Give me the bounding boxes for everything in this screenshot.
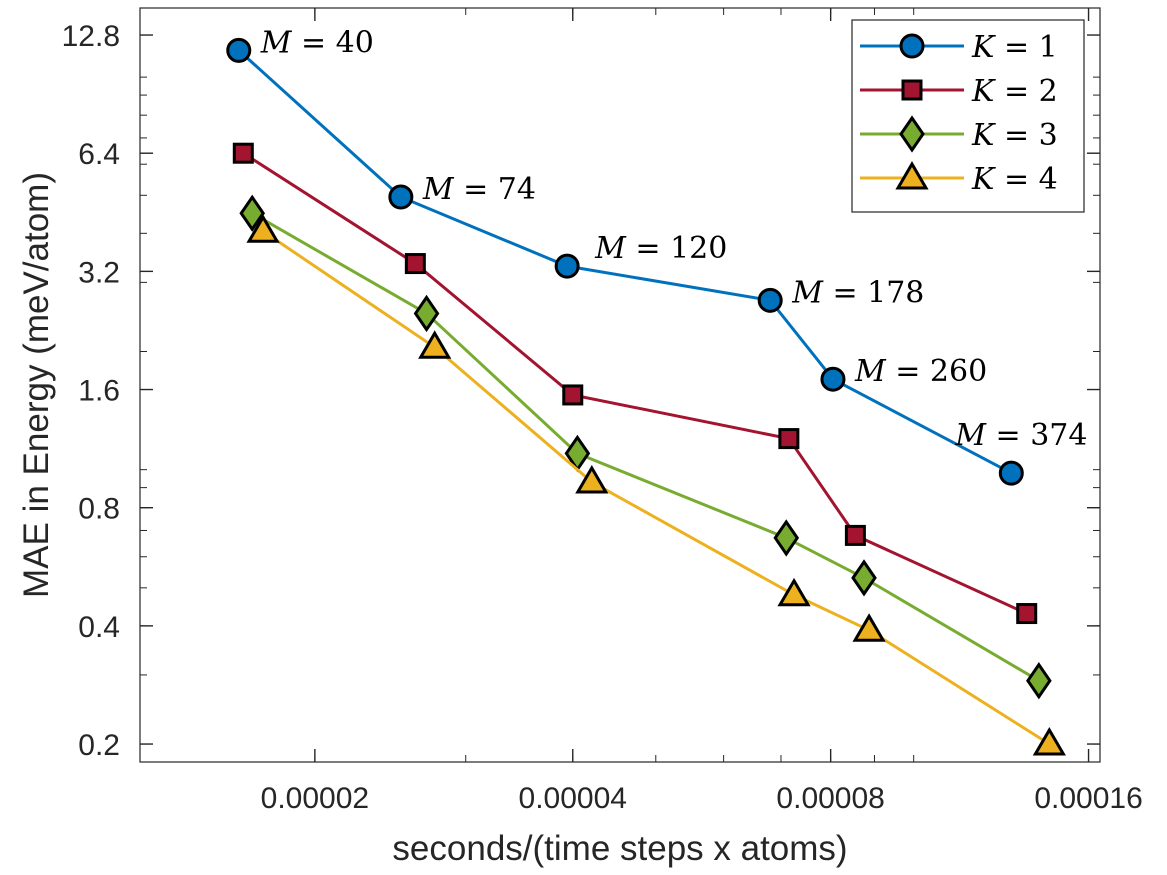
- data-point: [388, 184, 414, 210]
- data-point: [820, 366, 846, 392]
- legend-entry-k3: K = 3: [860, 115, 1058, 153]
- data-point: [413, 294, 440, 333]
- series-k4: [246, 214, 1066, 756]
- y-tick-label: 0.2: [78, 729, 120, 762]
- legend-marker: [899, 33, 925, 59]
- data-point: [1016, 603, 1038, 625]
- legend-marker: [901, 79, 923, 101]
- series-layer: [226, 37, 1066, 756]
- annotation-m-120: M = 120: [594, 231, 727, 266]
- annotation-m-74: M = 74: [422, 172, 536, 207]
- data-point: [246, 214, 280, 243]
- data-point: [404, 253, 426, 275]
- x-tick-label: 0.00016: [1034, 782, 1142, 815]
- annotation-m-40: M = 40: [260, 25, 374, 60]
- y-tick-label: 6.4: [78, 138, 120, 171]
- y-axis-label: MAE in Energy (meV/atom): [17, 172, 56, 598]
- x-tick-label: 0.00002: [261, 782, 369, 815]
- data-point: [777, 577, 811, 607]
- legend-entry-k1: K = 1: [860, 30, 1058, 65]
- data-point: [844, 524, 866, 546]
- legend-label: K = 1: [971, 30, 1058, 65]
- series-line: [262, 229, 1051, 746]
- x-axis-label: seconds/(time steps x atoms): [392, 829, 847, 868]
- legend-label: K = 4: [971, 162, 1058, 197]
- annotation-layer: M = 40 M = 74 M = 120 M = 178 M = 260 M = 374: [260, 25, 1088, 453]
- legend-entry-k4: K = 4: [860, 161, 1058, 197]
- legend-box: [851, 19, 1085, 213]
- annotation-m-374: M = 374: [954, 418, 1087, 453]
- major-ticks: [140, 8, 1100, 762]
- data-point: [998, 460, 1024, 486]
- data-point: [851, 559, 877, 597]
- data-point: [575, 465, 609, 494]
- series-k1: [226, 37, 1024, 486]
- y-tick-label: 0.8: [78, 493, 120, 526]
- series-line: [242, 151, 1028, 615]
- data-point: [773, 519, 800, 557]
- y-tick-label: 1.6: [78, 375, 120, 408]
- y-tick-label: 0.4: [78, 611, 120, 644]
- data-point: [757, 287, 783, 313]
- x-tick-label: 0.00008: [776, 782, 884, 815]
- x-tick-label: 0.00004: [519, 782, 627, 815]
- data-point: [1026, 662, 1052, 700]
- series-line: [251, 211, 1040, 682]
- data-point: [226, 37, 252, 63]
- legend-label: K = 3: [971, 118, 1058, 153]
- data-point: [418, 330, 452, 359]
- data-point: [852, 613, 886, 642]
- legend: K = 1 K = 2 K = 3 K = 4: [851, 19, 1085, 213]
- data-point: [1032, 727, 1066, 756]
- legend-marker: [895, 161, 929, 190]
- data-point: [239, 194, 266, 232]
- legend-label: K = 2: [971, 74, 1058, 109]
- data-point: [232, 142, 254, 164]
- data-point: [778, 428, 800, 450]
- tick-labels: 0.00002 0.00004 0.00008 0.00016 0.2 0.4 0.8 1.6…: [62, 20, 1143, 815]
- series-k3: [239, 194, 1052, 700]
- data-point: [562, 384, 584, 406]
- legend-entry-k2: K = 2: [860, 74, 1058, 109]
- y-tick-label: 3.2: [78, 256, 120, 289]
- data-point: [554, 253, 580, 279]
- series-line: [237, 49, 1012, 475]
- annotation-m-178: M = 178: [791, 275, 924, 310]
- annotation-m-260: M = 260: [854, 354, 987, 389]
- y-tick-label: 12.8: [62, 20, 120, 53]
- series-k2: [232, 142, 1038, 625]
- legend-marker: [899, 115, 925, 153]
